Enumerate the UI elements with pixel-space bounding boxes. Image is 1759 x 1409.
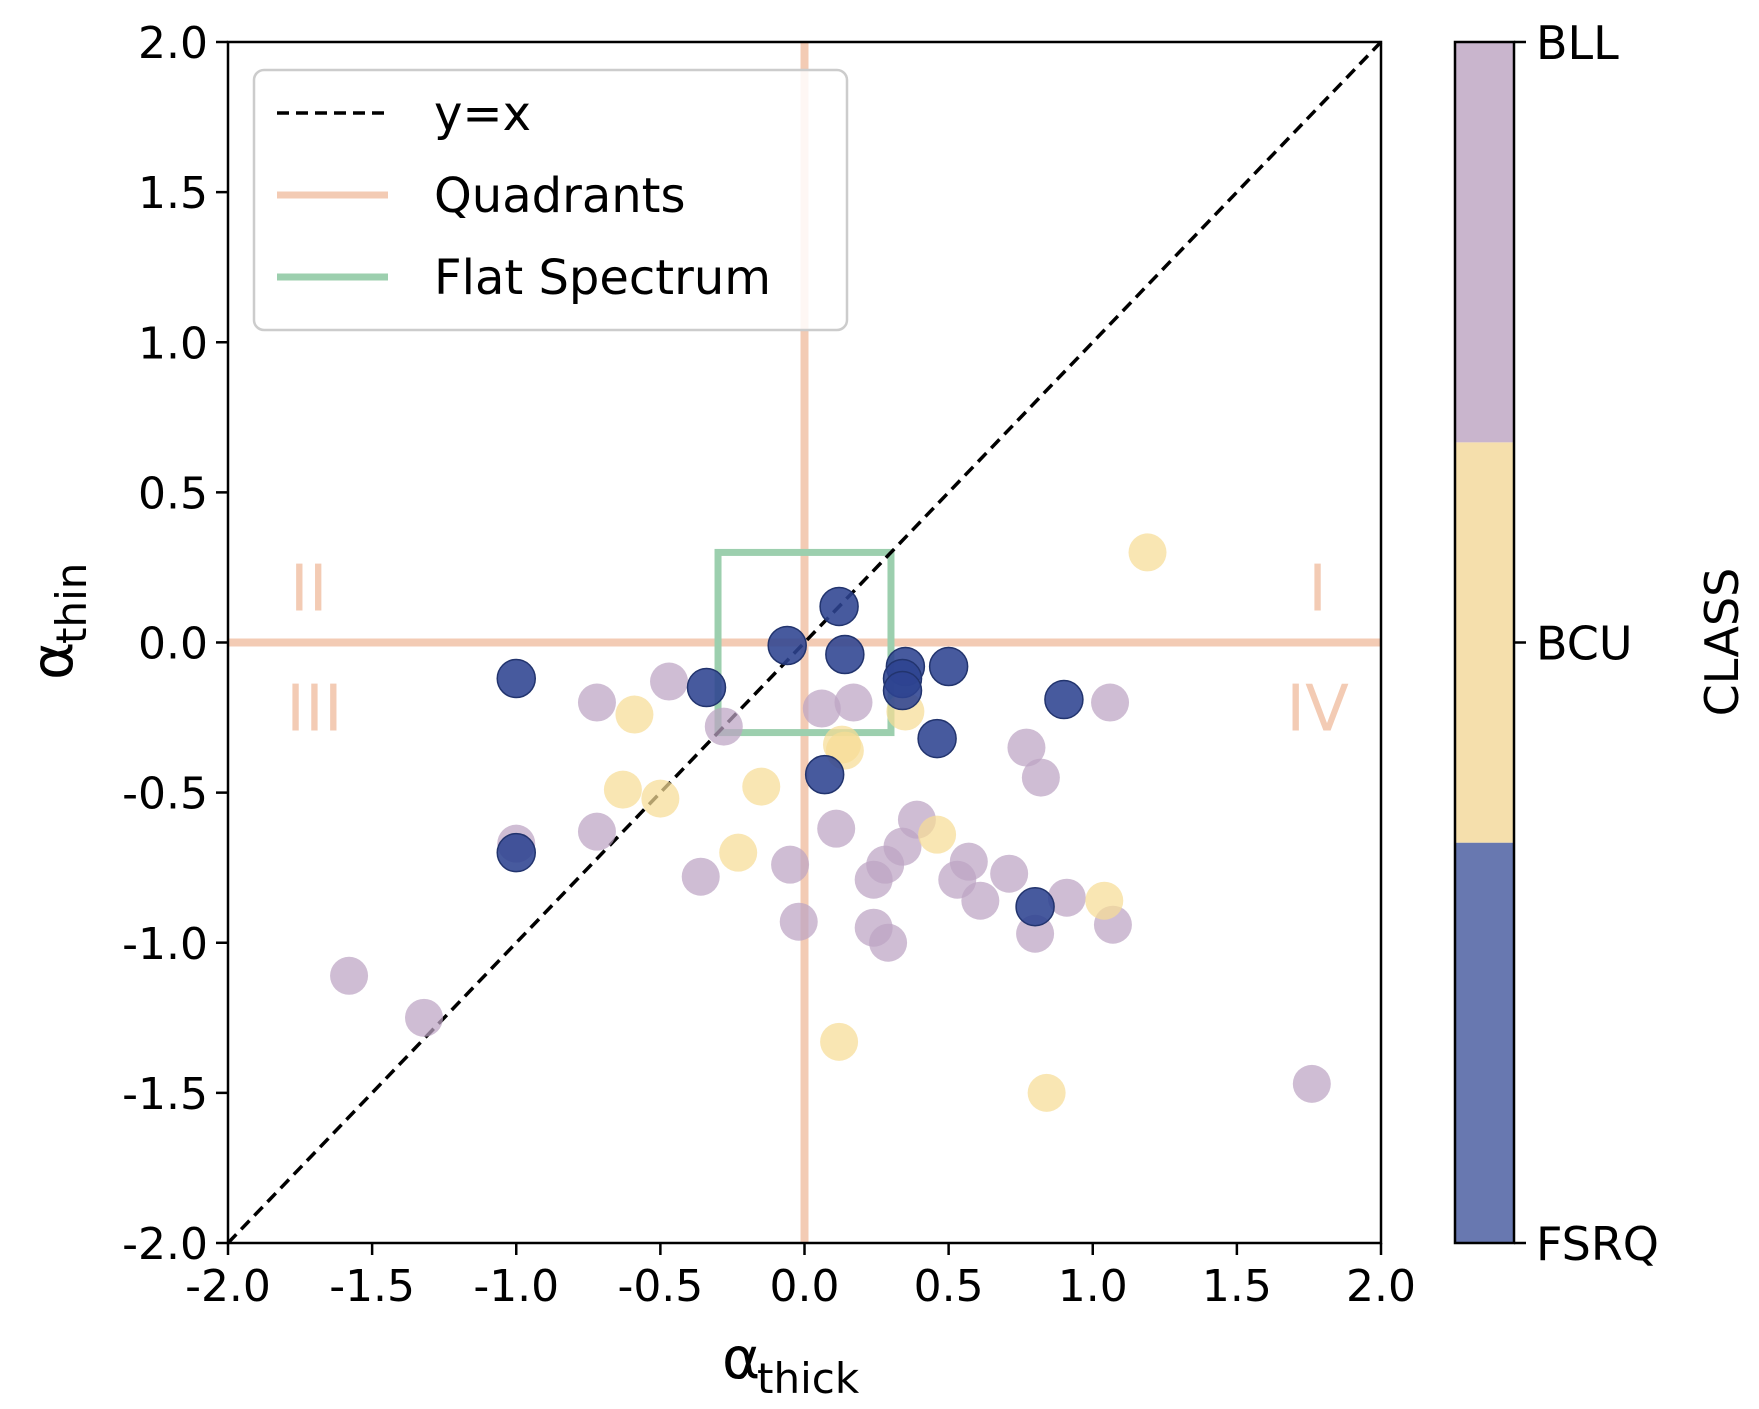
legend-label-1: Quadrants (434, 168, 685, 224)
point-bcu-4 (641, 779, 680, 818)
point-bll-12 (834, 683, 873, 722)
x-tick-label-6: 1.0 (1058, 1261, 1128, 1312)
legend-frame (252, 68, 849, 332)
point-bll-4 (577, 812, 616, 851)
point-bll-1 (405, 998, 444, 1037)
y-tick-label-0: -2.0 (122, 1219, 208, 1270)
point-fsrq-12 (496, 832, 536, 873)
point-fsrq-8 (496, 658, 536, 699)
point-fsrq-4 (928, 646, 969, 687)
x-tick-label-7: 1.5 (1202, 1261, 1272, 1312)
y-axis-symbol: α (18, 642, 86, 680)
colorbar-label-bll: BLL (1536, 16, 1619, 70)
point-bll-21 (961, 881, 1000, 920)
axis-ticks-layer: -2.0 -1.5 -1.0 -0.5 0.0 0.5 1.0 1.5 2.0 -2.0 -1.5 -… (122, 18, 1416, 1312)
point-bll-8 (771, 845, 810, 884)
point-fsrq-1 (767, 625, 807, 666)
point-bll-7 (681, 857, 720, 896)
flat-spectrum-box (714, 548, 895, 737)
x-axis-symbol: α (722, 1324, 760, 1392)
colorbar-title: CLASS (1695, 568, 1749, 717)
y-tick-label-7: 1.5 (138, 168, 208, 219)
y-tick-label-6: 1.0 (138, 318, 208, 369)
point-fsrq-9 (1044, 679, 1084, 720)
y-tick-label-8: 2.0 (138, 18, 208, 69)
y-tick-label-5: 0.5 (138, 468, 208, 519)
data-points-layer (330, 533, 1331, 1112)
point-bcu-5 (742, 767, 781, 806)
quadrant-label-i: I (1308, 552, 1327, 626)
flat-spectrum-box-layer (714, 548, 895, 737)
y-axis-label: α thin (18, 563, 96, 680)
point-fsrq-7 (686, 667, 727, 708)
colorbar-label-bcu: BCU (1536, 617, 1633, 671)
y-tick-label-4: 0.0 (138, 619, 208, 670)
point-bcu-12 (1027, 1073, 1066, 1112)
colorbar-label-fsrq: FSRQ (1536, 1217, 1659, 1271)
point-bcu-11 (820, 1022, 859, 1061)
point-bll-25 (1016, 914, 1055, 953)
point-bcu-2 (615, 695, 654, 734)
x-tick-label-8: 2.0 (1346, 1261, 1416, 1312)
point-fsrq-2 (825, 634, 865, 675)
point-bcu-0 (1128, 533, 1167, 572)
point-fsrq-10 (917, 718, 957, 759)
point-bll-3 (577, 683, 616, 722)
point-bcu-10 (1085, 881, 1124, 920)
colorbar-segment-fsrq (1455, 842, 1514, 1243)
colorbar: FSRQ BCU BLL (1453, 16, 1659, 1271)
point-bll-11 (817, 809, 856, 848)
y-axis-subscript: thin (47, 563, 96, 644)
y-tick-label-1: -1.5 (122, 1069, 208, 1120)
point-bcu-6 (719, 833, 758, 872)
y-tick-label-3: -0.5 (122, 769, 208, 820)
point-bll-9 (779, 902, 818, 941)
colorbar-segment-bcu (1455, 442, 1514, 843)
x-tick-label-4: 0.0 (770, 1261, 840, 1312)
x-tick-label-1: -1.5 (329, 1261, 415, 1312)
colorbar-segment-bll (1455, 42, 1514, 443)
series-bll (330, 662, 1331, 1103)
point-bll-20 (949, 842, 988, 881)
identity-line-layer (226, 40, 1383, 1245)
quadrant-label-iv: IV (1286, 673, 1349, 747)
point-fsrq-13 (1015, 886, 1055, 927)
point-fsrq-11 (804, 754, 845, 795)
point-bll-10 (802, 689, 841, 728)
point-bcu-3 (603, 770, 642, 809)
point-bll-24 (1021, 758, 1060, 797)
point-bll-0 (330, 956, 369, 995)
point-bll-5 (650, 662, 689, 701)
point-bll-6 (704, 707, 743, 746)
series-bcu (603, 533, 1167, 1112)
legend: y=x Quadrants Flat Spectrum (252, 68, 849, 332)
series-fsrq (496, 586, 1084, 927)
x-tick-label-3: -0.5 (617, 1261, 703, 1312)
x-tick-label-5: 0.5 (914, 1261, 984, 1312)
point-bll-26 (1047, 878, 1086, 917)
point-fsrq-0 (819, 586, 859, 627)
x-tick-label-0: -2.0 (185, 1261, 271, 1312)
point-bll-22 (990, 854, 1029, 893)
y-tick-label-2: -1.0 (122, 919, 208, 970)
point-fsrq-6 (882, 670, 923, 711)
point-bll-23 (1007, 728, 1046, 767)
identity-line (226, 40, 1383, 1245)
point-bll-29 (1292, 1064, 1331, 1103)
x-tick-label-2: -1.0 (473, 1261, 559, 1312)
quadrant-label-iii: III (286, 673, 343, 747)
axis-titles-layer: α thick α thin CLASS (18, 563, 1749, 1403)
point-bcu-9 (918, 815, 957, 854)
legend-label-2: Flat Spectrum (434, 250, 771, 306)
legend-label-0: y=x (434, 86, 531, 142)
point-bll-16 (869, 923, 908, 962)
point-bll-27 (1091, 683, 1130, 722)
quadrant-label-ii: II (290, 552, 328, 626)
x-axis-subscript: thick (757, 1354, 860, 1403)
